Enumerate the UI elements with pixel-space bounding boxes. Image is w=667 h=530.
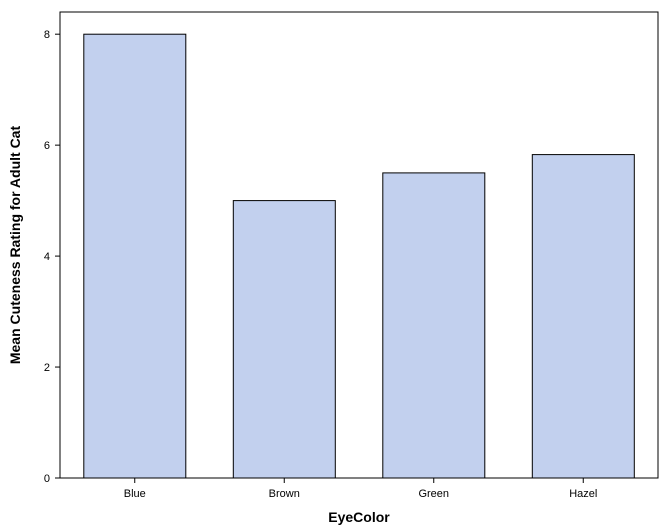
y-tick-label: 2 <box>44 362 50 374</box>
x-axis: Blue Brown Green Hazel <box>124 478 597 500</box>
x-tick-label: Hazel <box>569 488 597 500</box>
x-tick-label: Brown <box>269 488 300 500</box>
y-tick-label: 4 <box>44 251 50 263</box>
bar-hazel <box>531 154 635 479</box>
y-axis: 0 2 4 6 8 <box>44 29 60 485</box>
y-axis-title: Mean Cuteness Rating for Adult Cat <box>7 126 23 365</box>
y-tick-label: 8 <box>44 29 50 41</box>
bar-brown <box>232 200 336 479</box>
x-tick-label: Blue <box>124 488 146 500</box>
bar-blue <box>83 33 187 479</box>
y-tick-label: 0 <box>44 473 50 485</box>
x-tick-label: Green <box>418 488 449 500</box>
bar-green <box>382 172 486 479</box>
y-tick-label: 6 <box>44 140 50 152</box>
bars-group <box>83 33 635 479</box>
x-axis-title: EyeColor <box>328 509 390 525</box>
plot-area-frame <box>59 11 659 479</box>
